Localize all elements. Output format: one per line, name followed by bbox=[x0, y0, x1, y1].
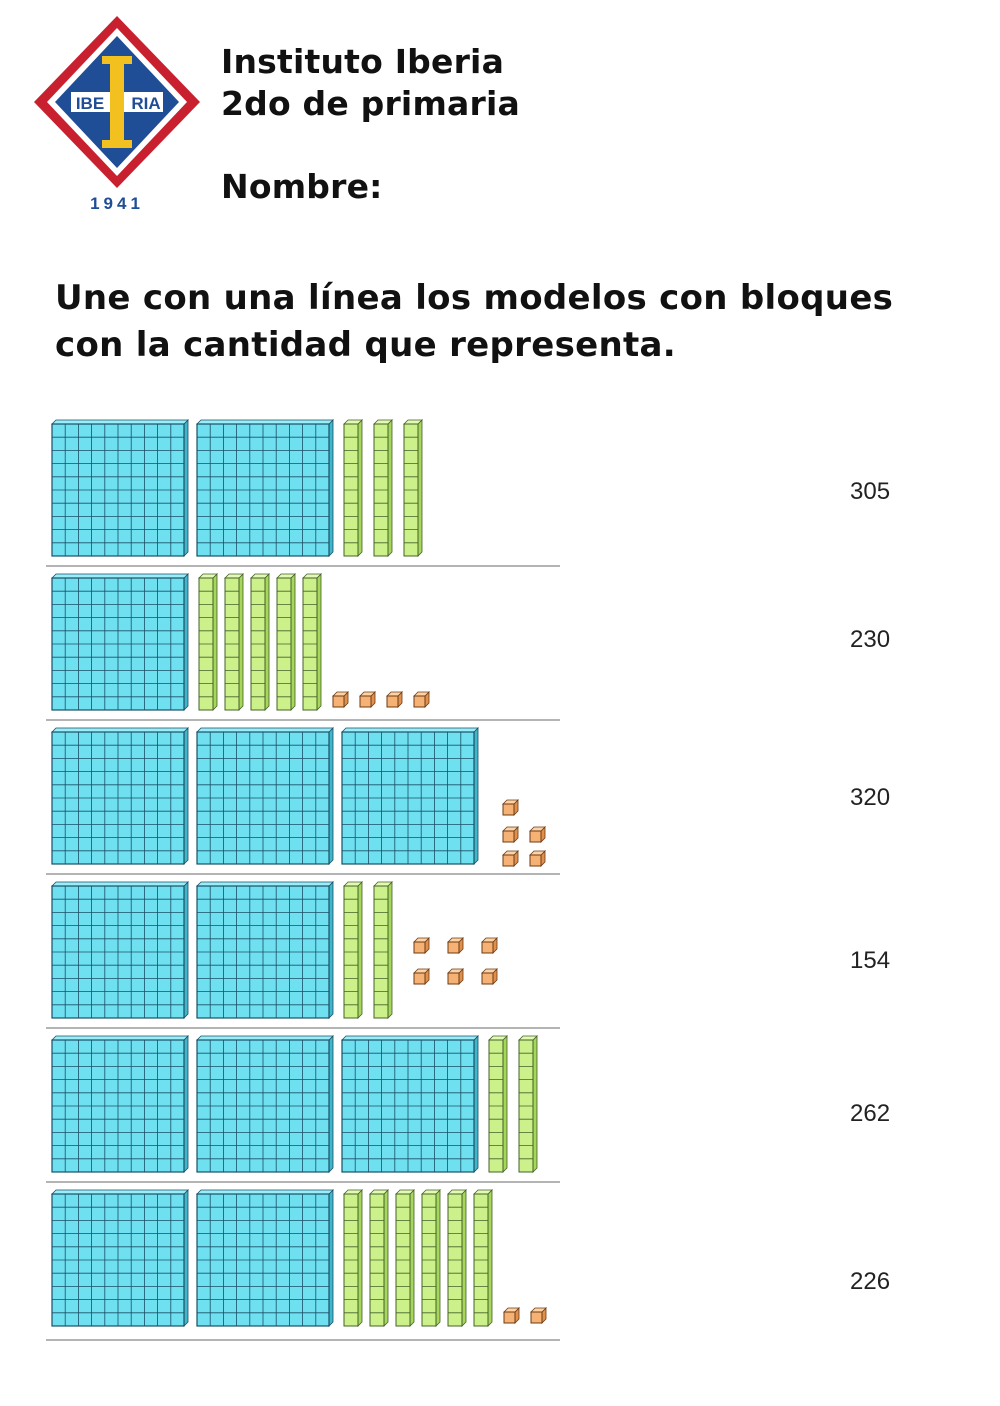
hundred-block bbox=[51, 1189, 189, 1327]
logo-year: 1941 bbox=[90, 194, 144, 213]
unit-cube bbox=[386, 691, 403, 708]
ten-rod bbox=[369, 1189, 389, 1327]
answer-number-6[interactable]: 226 bbox=[850, 1268, 891, 1295]
ten-rod bbox=[447, 1189, 467, 1327]
unit-cube bbox=[503, 1307, 520, 1324]
school-name: Instituto Iberia bbox=[221, 42, 505, 81]
hundred-block bbox=[51, 881, 189, 1019]
iberia-logo: IBE RIA 1941 bbox=[34, 16, 200, 213]
unit-cube bbox=[502, 826, 519, 843]
ten-rod bbox=[403, 419, 423, 557]
unit-cube bbox=[530, 1307, 547, 1324]
ten-rod bbox=[373, 881, 393, 1019]
hundred-block bbox=[51, 1035, 189, 1173]
unit-cube bbox=[413, 968, 430, 985]
hundred-block bbox=[51, 573, 189, 711]
unit-cube bbox=[359, 691, 376, 708]
ten-rod bbox=[343, 419, 363, 557]
ten-rod bbox=[488, 1035, 508, 1173]
answer-number-2[interactable]: 230 bbox=[850, 626, 891, 653]
hundred-block bbox=[51, 419, 189, 557]
answer-number-3[interactable]: 320 bbox=[850, 784, 891, 811]
unit-cube bbox=[332, 691, 349, 708]
ten-rod bbox=[421, 1189, 441, 1327]
unit-cube bbox=[481, 937, 498, 954]
unit-cube bbox=[447, 937, 464, 954]
hundred-block bbox=[341, 727, 479, 865]
ten-rod bbox=[276, 573, 296, 711]
name-label: Nombre: bbox=[221, 167, 383, 206]
unit-cube bbox=[413, 691, 430, 708]
ten-rod bbox=[343, 881, 363, 1019]
ten-rod bbox=[473, 1189, 493, 1327]
hundred-block bbox=[51, 727, 189, 865]
instruction-line-2: con la cantidad que representa. bbox=[55, 325, 677, 365]
ten-rod bbox=[224, 573, 244, 711]
ten-rod bbox=[302, 573, 322, 711]
unit-cube bbox=[529, 826, 546, 843]
hundred-block bbox=[196, 881, 334, 1019]
answer-number-4[interactable]: 154 bbox=[850, 947, 891, 974]
ten-rod bbox=[343, 1189, 363, 1327]
ten-rod bbox=[250, 573, 270, 711]
grade-label: 2do de primaria bbox=[221, 84, 520, 123]
unit-cube bbox=[529, 850, 546, 867]
hundred-block bbox=[196, 419, 334, 557]
hundred-block bbox=[341, 1035, 479, 1173]
logo-text-right: RIA bbox=[131, 94, 160, 113]
unit-cube bbox=[413, 937, 430, 954]
ten-rod bbox=[373, 419, 393, 557]
instruction-line-1: Une con una línea los modelos con bloque… bbox=[55, 278, 894, 318]
ten-rod bbox=[395, 1189, 415, 1327]
hundred-block bbox=[196, 1035, 334, 1173]
hundred-block bbox=[196, 727, 334, 865]
unit-cube bbox=[481, 968, 498, 985]
answer-number-5[interactable]: 262 bbox=[850, 1100, 891, 1127]
unit-cube bbox=[502, 799, 519, 816]
ten-rod bbox=[518, 1035, 538, 1173]
ten-rod bbox=[198, 573, 218, 711]
unit-cube bbox=[502, 850, 519, 867]
hundred-block bbox=[196, 1189, 334, 1327]
answer-number-1[interactable]: 305 bbox=[850, 478, 891, 505]
logo-letter-i bbox=[110, 56, 124, 148]
unit-cube bbox=[447, 968, 464, 985]
logo-text-left: IBE bbox=[76, 94, 104, 113]
